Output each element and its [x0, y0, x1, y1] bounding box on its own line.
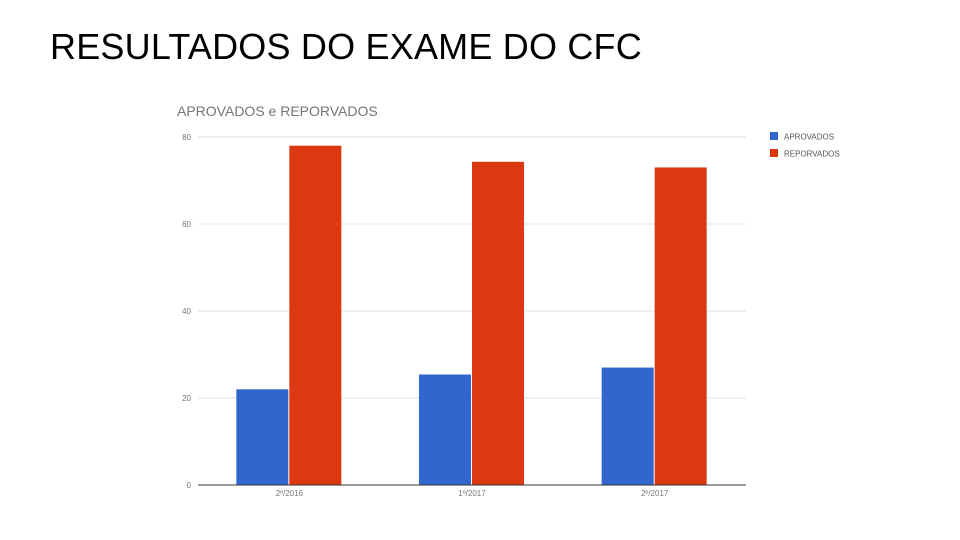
chart-legend: APROVADOS REPORVADOS: [770, 132, 840, 159]
legend-swatch: [770, 132, 778, 140]
y-tick-label: 0: [187, 481, 192, 490]
x-tick-label: 2º/2017: [641, 489, 669, 498]
chart-bars: [236, 145, 707, 486]
slide-title: RESULTADOS DO EXAME DO CFC: [50, 26, 642, 67]
bar-aprovados-3: [601, 367, 654, 485]
bar-aprovados-2: [419, 374, 471, 485]
chart-title: APROVADOS e REPORVADOS: [177, 103, 378, 119]
legend-label: REPORVADOS: [784, 150, 840, 159]
bar-reporvados-3: [654, 167, 707, 485]
bar-aprovados-1: [236, 389, 289, 485]
y-tick-label: 40: [182, 307, 191, 316]
x-tick-label: 2º/2016: [276, 489, 304, 498]
y-tick-label: 80: [182, 133, 191, 142]
y-tick-label: 20: [182, 394, 191, 403]
x-tick-label: 1º/2017: [458, 489, 486, 498]
bar-reporvados-1: [289, 145, 342, 485]
bar-reporvados-2: [472, 161, 524, 486]
legend-swatch: [770, 149, 778, 157]
legend-label: APROVADOS: [784, 133, 834, 142]
chart-axes: 0 20 40 60 80 2º/2016 1º/2017 2º/2017: [182, 133, 746, 498]
y-tick-label: 60: [182, 220, 191, 229]
